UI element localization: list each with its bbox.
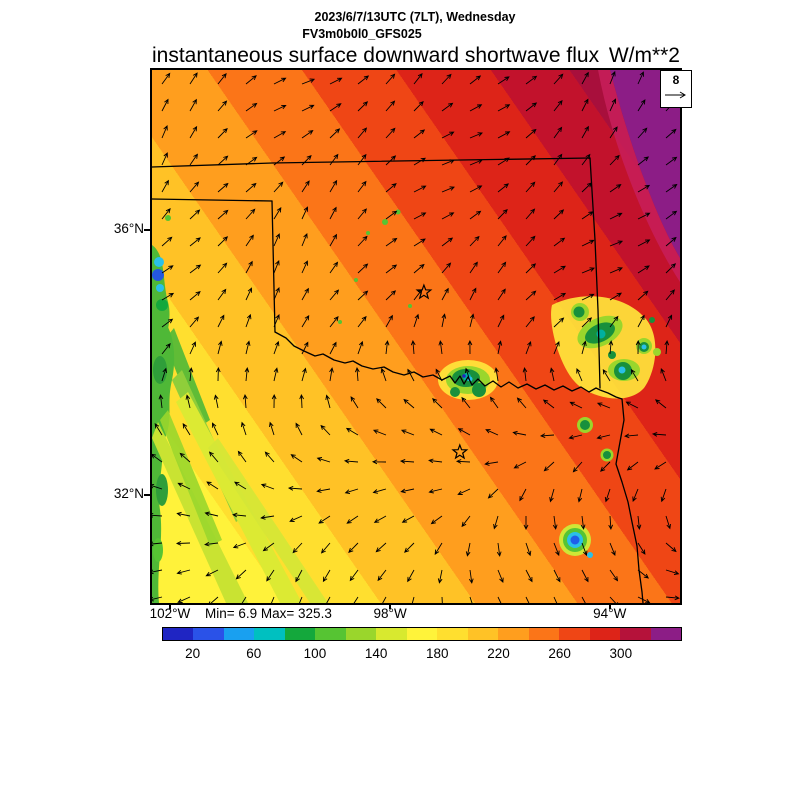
colorbar-tick-label: 20 [185,646,201,661]
colorbar-segment [315,628,346,640]
lon-tick-label: 94°W [593,606,627,621]
colorbar-tick-label: 220 [487,646,510,661]
min-max-label: Min= 6.9 Max= 325.3 [205,606,332,621]
oklahoma-east-border [589,157,601,389]
northeast-maximum-region [598,70,680,282]
colorbar-segment [406,628,438,640]
colorbar-segment [437,628,468,640]
colorbar-segment [345,628,377,640]
colorbar-tick-label: 300 [609,646,633,661]
texas-panhandle-east-border [271,200,276,333]
valid-time-header: 2023/6/7/13UTC (7LT), Wednesday [314,10,516,24]
lat-tick-mark [144,228,152,231]
cloud-specks [338,209,412,324]
wind-vector-layer [152,70,680,603]
lat-tick-label: 36°N [113,220,144,236]
colorbar-segment [284,628,316,640]
map-canvas [150,68,682,605]
lon-tick-mark [389,603,392,609]
star-marker [451,443,469,460]
colorbar-segment [498,628,529,640]
colorbar [162,627,682,641]
lon-tick-label: 98°W [373,606,407,621]
state-borders [152,157,644,603]
colorbar-tick-label: 140 [364,646,388,661]
colorbar-segment [528,628,560,640]
colorbar-segment [620,628,651,640]
city-marker-layer [415,283,469,460]
colorbar-tick-label: 100 [303,646,327,661]
colorbar-segment [193,628,224,640]
sabine-river-border [615,398,644,603]
southeast-minimum-spot [559,524,593,558]
wind-reference-value: 8 [672,73,680,87]
colorbar-segment [254,628,285,640]
wind-vector-arrows [152,70,680,603]
colorbar-tick-label: 60 [246,646,262,661]
colorbar-tick-label: 180 [426,646,449,661]
kansas-oklahoma-border [152,157,591,168]
colorbar-segment [376,628,407,640]
wind-reference-box: 8 [660,70,692,108]
cloud-cluster-central [438,360,498,400]
colorbar-segment [467,628,499,640]
star-marker [415,283,433,300]
wind-reference-arrow-icon [665,91,686,99]
lon-tick-mark [608,603,611,609]
lat-tick-mark [144,493,152,496]
red-river [274,331,623,400]
colorbar-segment [223,628,255,640]
colorbar-segment [650,628,681,640]
oklahoma-panhandle-south-border [152,198,273,202]
colorbar-segment [559,628,590,640]
lon-tick-mark [168,603,171,609]
lon-tick-label: 102°W [149,606,191,621]
colorbar-segment [163,628,194,640]
model-name-header: FV3m0b0l0_GFS025 [302,27,422,41]
lat-tick-label: 32°N [113,485,144,501]
units-label: W/m**2 [608,44,680,67]
west-low-flux-band [152,215,328,603]
map-svg [152,70,680,603]
colorbar-segment [589,628,621,640]
plot-title: instantaneous surface downward shortwave… [152,44,600,67]
colorbar-tick-label: 260 [548,646,571,661]
